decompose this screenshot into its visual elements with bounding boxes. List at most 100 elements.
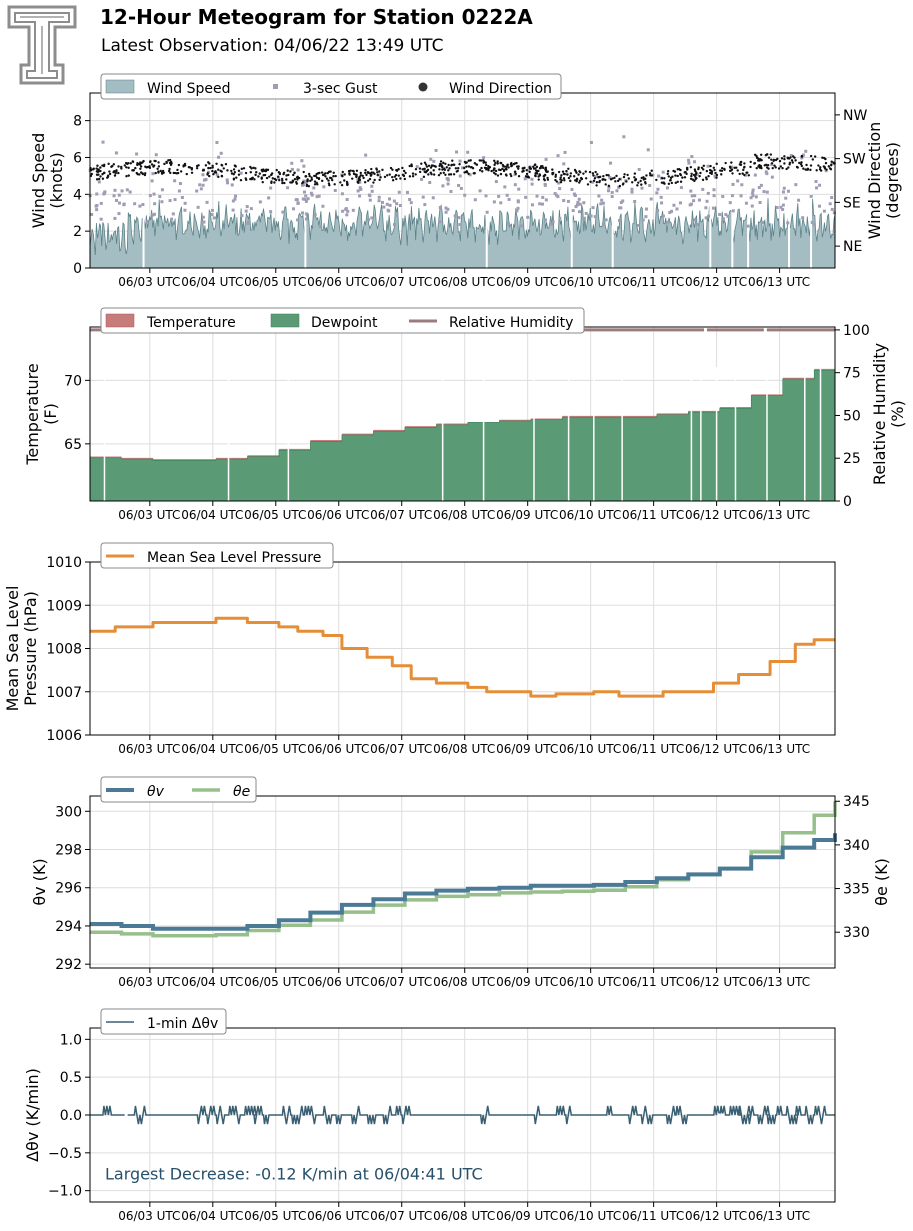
- direction-point: [232, 177, 236, 180]
- x-tick-label: 06/07 UTC: [370, 742, 432, 756]
- gust-point: [304, 212, 308, 216]
- direction-point: [163, 162, 166, 166]
- gust-point: [485, 210, 489, 214]
- gust-point: [593, 215, 597, 219]
- gust-point: [333, 189, 337, 193]
- direction-point: [601, 178, 604, 181]
- gust-point: [168, 199, 172, 203]
- gust-point: [749, 196, 753, 200]
- gust-point: [781, 208, 785, 212]
- direction-point: [233, 171, 237, 174]
- direction-point: [138, 161, 142, 164]
- direction-point: [329, 170, 332, 173]
- direction-point: [173, 171, 177, 175]
- direction-point: [421, 168, 424, 171]
- direction-point: [391, 168, 394, 171]
- direction-point: [145, 166, 148, 169]
- direction-point: [103, 171, 106, 175]
- direction-point: [367, 179, 370, 182]
- gust-point: [367, 193, 371, 197]
- x-tick-label: 06/04 UTC: [181, 508, 243, 522]
- direction-point: [341, 175, 344, 178]
- direction-point: [542, 174, 546, 178]
- gust-point: [195, 189, 199, 193]
- direction-point: [794, 159, 797, 162]
- direction-point: [827, 165, 831, 168]
- direction-point: [177, 163, 181, 167]
- gust-point: [258, 200, 262, 204]
- legend: [100, 776, 257, 803]
- direction-point: [239, 178, 243, 182]
- direction-point: [776, 157, 779, 161]
- direction-point: [456, 169, 459, 173]
- direction-point: [444, 162, 447, 165]
- direction-point: [379, 176, 382, 179]
- direction-point: [268, 175, 271, 178]
- direction-point: [141, 172, 145, 176]
- gust-point: [575, 203, 579, 207]
- direction-point: [443, 167, 446, 170]
- gust-point: [523, 177, 527, 181]
- direction-point: [467, 165, 471, 168]
- direction-point: [99, 169, 102, 173]
- plot-frame: [89, 795, 836, 969]
- direction-point: [769, 153, 773, 156]
- gust-point: [582, 201, 586, 205]
- plot-frame: [89, 561, 836, 736]
- panel-pressure: 06/03 UTC 06/04 UTC 06/05 UTC 06/06 UTC 06/0…: [3, 542, 836, 756]
- direction-point: [309, 179, 312, 183]
- gust-point: [240, 214, 244, 218]
- gust-point: [359, 187, 363, 191]
- direction-point: [385, 174, 389, 177]
- gust-point: [800, 156, 804, 160]
- gust-point: [377, 199, 381, 203]
- direction-point: [819, 169, 823, 172]
- direction-point: [201, 169, 205, 172]
- direction-point: [791, 161, 794, 164]
- gust-point: [300, 183, 304, 187]
- direction-point: [132, 169, 135, 172]
- y2-tick-label: NE: [843, 239, 862, 255]
- gust-point: [661, 170, 665, 174]
- gust-point: [753, 173, 757, 177]
- direction-point: [563, 179, 566, 182]
- gust-point: [385, 202, 389, 206]
- gust-point: [543, 183, 547, 187]
- gust-point: [597, 194, 601, 198]
- direction-point: [420, 162, 423, 165]
- gust-point: [246, 221, 250, 225]
- gust-point: [380, 200, 384, 204]
- direction-point: [438, 164, 441, 168]
- direction-point: [537, 169, 540, 173]
- gust-point: [351, 208, 355, 212]
- gust-point: [713, 174, 717, 178]
- direction-point: [141, 161, 144, 164]
- legend-label: Dewpoint: [311, 315, 378, 331]
- gust-point: [812, 223, 816, 227]
- gust-point: [801, 153, 805, 157]
- gust-point: [718, 212, 722, 216]
- direction-point: [698, 174, 701, 178]
- direction-point: [712, 166, 715, 170]
- legend: [100, 73, 562, 100]
- direction-point: [120, 167, 123, 170]
- direction-point: [423, 161, 427, 164]
- direction-point: [832, 161, 835, 164]
- direction-point: [640, 183, 643, 186]
- gust-point: [392, 223, 396, 227]
- direction-point: [701, 178, 705, 182]
- direction-point: [788, 161, 792, 165]
- university-logo: [7, 5, 77, 85]
- direction-point: [138, 163, 142, 166]
- x-tick-label: 06/11 UTC: [622, 1209, 684, 1223]
- direction-point: [378, 170, 381, 173]
- gust-point: [648, 183, 652, 187]
- x-tick-label: 06/12 UTC: [685, 1209, 747, 1223]
- direction-point: [618, 177, 621, 181]
- direction-point: [169, 171, 172, 175]
- direction-point: [160, 172, 164, 175]
- gust-point: [609, 161, 613, 165]
- direction-point: [381, 168, 384, 172]
- y-tick-label: 8: [73, 114, 82, 130]
- direction-point: [432, 169, 435, 172]
